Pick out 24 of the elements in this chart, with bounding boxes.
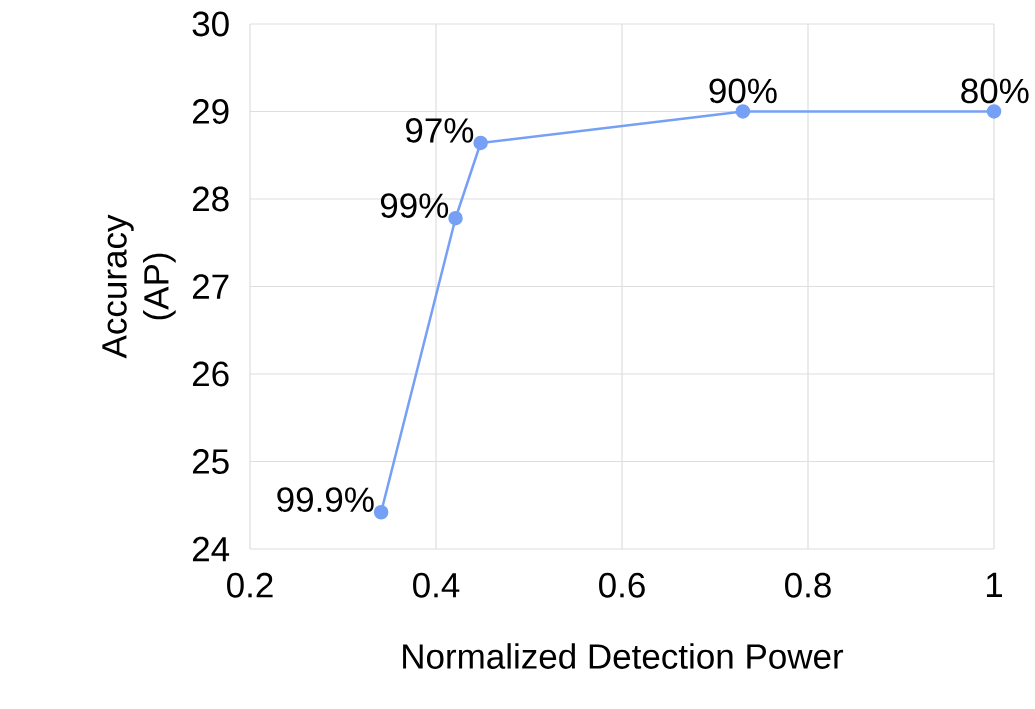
point <box>448 211 463 226</box>
point <box>473 135 488 151</box>
x-tick-label: 0.8 <box>785 572 831 598</box>
point <box>735 104 751 119</box>
point <box>373 505 389 520</box>
x-tick-label: 0.6 <box>599 572 645 598</box>
x-tick-label: 1 <box>986 572 1003 597</box>
x-tick-label: 0.4 <box>413 572 460 598</box>
annotation: 99% <box>380 193 449 219</box>
annotation: 90% <box>709 78 777 104</box>
y-axis-title: Accuracy (AP) <box>102 214 176 359</box>
annotation: 80% <box>961 78 1029 104</box>
y-tick-label: 24 <box>192 536 230 562</box>
x-axis-title: Normalized Detection Power <box>403 643 844 669</box>
x-tick-label: 0.2 <box>227 572 273 598</box>
annotation: 97% <box>406 118 474 143</box>
point <box>986 104 1002 119</box>
y-tick-label: 25 <box>192 449 229 474</box>
y-tick-label: 27 <box>192 274 229 299</box>
y-tick-label: 29 <box>192 99 229 124</box>
y-tick-label: 30 <box>192 11 229 37</box>
annotation: 99.9% <box>277 487 374 513</box>
y-tick-label: 26 <box>192 361 229 387</box>
y-tick-label: 28 <box>192 186 229 212</box>
